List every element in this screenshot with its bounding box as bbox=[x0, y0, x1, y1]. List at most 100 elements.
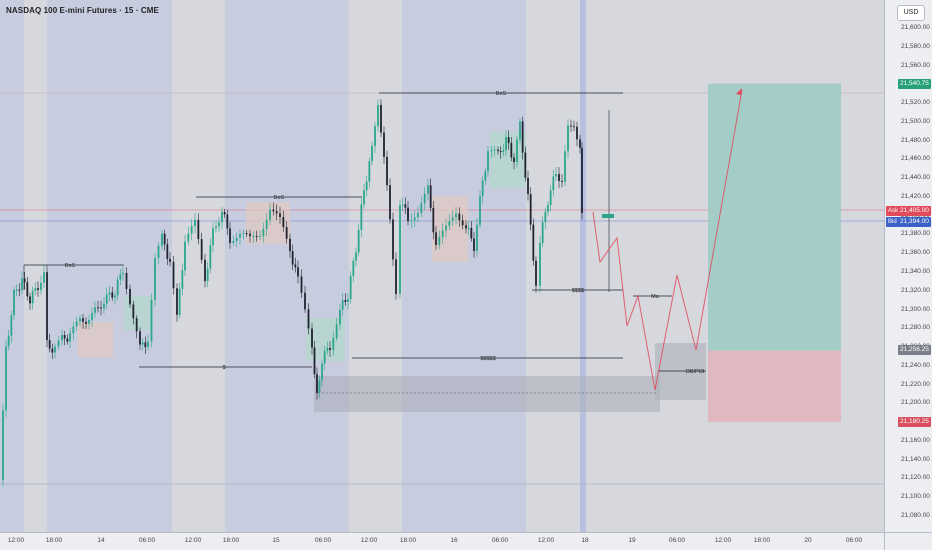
candle-body bbox=[272, 209, 275, 212]
price-tick: 21,580.00 bbox=[901, 42, 930, 50]
candle-body bbox=[94, 307, 96, 313]
candle-body bbox=[521, 121, 524, 153]
candle-body bbox=[194, 220, 196, 227]
time-tick: 16 bbox=[450, 537, 458, 544]
currency-button[interactable]: USD bbox=[897, 5, 925, 21]
candle-body bbox=[349, 275, 352, 300]
candle-body bbox=[413, 217, 416, 221]
candle-body bbox=[10, 315, 13, 336]
candle-body bbox=[29, 296, 31, 304]
candle-body bbox=[13, 290, 15, 316]
candle-body bbox=[441, 230, 444, 237]
projection-candle bbox=[602, 214, 614, 218]
candle-body bbox=[105, 294, 108, 304]
candle-body bbox=[184, 241, 186, 271]
candle-body bbox=[564, 151, 566, 182]
candle-body bbox=[455, 213, 457, 218]
stop-price-badge: 21,180.25 bbox=[898, 417, 931, 427]
candle-body bbox=[516, 139, 518, 163]
candle-body bbox=[392, 219, 394, 260]
candle-body bbox=[5, 346, 7, 411]
candle-body bbox=[326, 348, 329, 351]
candle-body bbox=[344, 300, 347, 302]
candle-body bbox=[339, 309, 341, 325]
time-tick: 12:00 bbox=[537, 537, 555, 544]
candle-body bbox=[427, 185, 429, 194]
candle-body bbox=[61, 335, 63, 341]
price-tick: 21,520.00 bbox=[901, 99, 930, 107]
bos-label: BoS bbox=[65, 263, 76, 269]
price-tick: 21,440.00 bbox=[901, 174, 930, 182]
price-tick: 21,500.00 bbox=[901, 117, 930, 125]
bid-label: Bid bbox=[886, 217, 899, 227]
time-tick: 06:00 bbox=[138, 537, 156, 544]
candle-body bbox=[294, 264, 297, 268]
time-tick: 06:00 bbox=[668, 537, 686, 544]
candle-body bbox=[507, 137, 510, 144]
candle-body bbox=[79, 318, 81, 322]
price-tick: 21,600.00 bbox=[901, 24, 930, 31]
candle-body bbox=[401, 204, 404, 206]
candle-body bbox=[435, 232, 437, 245]
price-tick: 21,240.00 bbox=[901, 361, 930, 369]
candle-body bbox=[103, 303, 105, 309]
candle-body bbox=[239, 234, 241, 238]
candle-body bbox=[497, 149, 499, 152]
price-tick: 21,320.00 bbox=[901, 286, 930, 294]
price-tick: 21,080.00 bbox=[901, 512, 930, 520]
candle-body bbox=[48, 340, 51, 349]
supply-demand-box bbox=[78, 322, 113, 357]
poi-zone bbox=[655, 343, 706, 400]
candle-body bbox=[197, 220, 200, 240]
candle-body bbox=[335, 324, 338, 338]
candle-body bbox=[380, 104, 382, 133]
time-tick: 06:00 bbox=[845, 537, 863, 544]
ask-price-badge: 21,405.00 bbox=[898, 206, 931, 216]
time-tick: 06:00 bbox=[491, 537, 509, 544]
candle-body bbox=[519, 121, 521, 140]
candle-body bbox=[252, 236, 255, 238]
candle-body bbox=[245, 233, 248, 235]
candle-body bbox=[363, 190, 365, 205]
candle-body bbox=[535, 260, 537, 286]
supply-demand-box bbox=[432, 196, 468, 262]
candle-body bbox=[282, 217, 285, 228]
candle-body bbox=[423, 193, 426, 204]
price-tick: 21,340.00 bbox=[901, 268, 930, 275]
candle-body bbox=[377, 104, 379, 127]
candle-body bbox=[172, 261, 175, 289]
candle-body bbox=[490, 150, 493, 152]
stop-loss-zone bbox=[708, 350, 841, 422]
time-tick: 12:00 bbox=[360, 537, 378, 544]
time-axis[interactable] bbox=[0, 532, 884, 550]
ob-poi-label: OB/POI bbox=[686, 369, 705, 375]
candle-body bbox=[470, 227, 473, 239]
candle-body bbox=[532, 224, 535, 261]
candle-body bbox=[389, 185, 391, 220]
candle-body bbox=[374, 126, 376, 146]
candle-body bbox=[420, 203, 423, 213]
candle-body bbox=[417, 212, 419, 218]
candle-body bbox=[399, 204, 401, 294]
candle-body bbox=[212, 228, 214, 246]
order-block-zone bbox=[314, 376, 660, 412]
candle-body bbox=[352, 260, 355, 276]
candle-body bbox=[289, 238, 291, 252]
candle-body bbox=[316, 374, 318, 394]
candle-body bbox=[75, 321, 78, 327]
candle-body bbox=[461, 220, 464, 226]
time-tick: 20 bbox=[804, 537, 812, 544]
candle-body bbox=[242, 233, 245, 235]
candle-body bbox=[23, 278, 26, 283]
candle-body bbox=[215, 226, 217, 229]
candle-body bbox=[46, 272, 48, 341]
candle-body bbox=[448, 221, 451, 226]
time-tick: 18 bbox=[581, 537, 589, 544]
candle-body bbox=[116, 279, 119, 296]
price-tick: 21,460.00 bbox=[901, 155, 930, 163]
candle-body bbox=[157, 245, 160, 259]
ma-label: Ma bbox=[651, 294, 660, 300]
candle-body bbox=[539, 243, 541, 286]
candle-body bbox=[206, 268, 209, 282]
